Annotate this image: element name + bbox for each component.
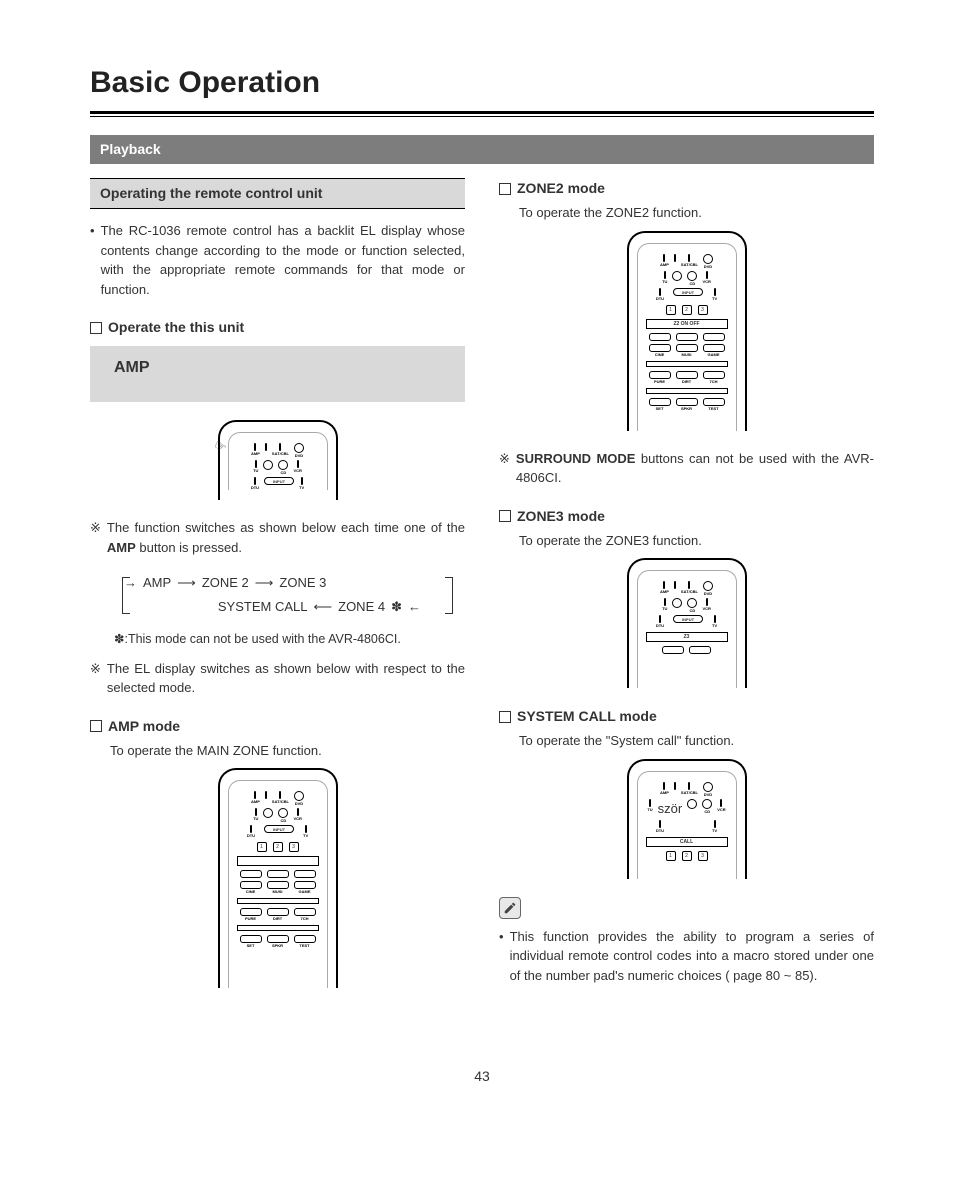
square-bullet-icon xyxy=(90,720,102,732)
btn-satcbl: SAT/CBL xyxy=(272,452,289,456)
tip-text: This function provides the ability to pr… xyxy=(510,927,874,986)
left-column: Operating the remote control unit • The … xyxy=(90,178,465,1006)
square-bullet-icon xyxy=(499,510,511,522)
remote-display xyxy=(237,856,319,866)
arrow-icon: ← xyxy=(408,597,421,617)
square-bullet-icon xyxy=(499,183,511,195)
remote-illustration-zone2: AMP SAT/CBL DVD TU CD VCR DTU INPUT xyxy=(627,231,747,431)
operate-this-unit-label: Operate the this unit xyxy=(108,317,244,338)
remote-syscall-wrap: AMP SAT/CBL DVD TU ször CD VCR DTU xyxy=(499,759,874,879)
remote-zone3-wrap: AMP SAT/CBL DVD TU CD VCR DTU INPUT xyxy=(499,558,874,688)
system-call-desc: To operate the "System call" function. xyxy=(519,731,874,751)
system-call-head: SYSTEM CALL mode xyxy=(499,706,874,727)
note-el-display-text: The EL display switches as shown below w… xyxy=(107,659,465,698)
amp-mode-label: AMP mode xyxy=(108,716,180,737)
mode-cycle-diagram: → AMP ⟶ ZONE 2 ⟶ ZONE 3 SYSTEM CALL ⟵ ZO… xyxy=(114,567,461,624)
remote-illustration-amp: AMP SAT/CBL DVD TU CD VCR DTU INPUT xyxy=(218,768,338,988)
cycle-zone4: ZONE 4 xyxy=(338,597,385,617)
note-asterisk-icon: ※ xyxy=(90,659,101,698)
remote-display-call: CALL xyxy=(646,837,728,847)
btn-cd: CD xyxy=(281,471,287,475)
cycle-zone2: ZONE 2 xyxy=(202,573,249,593)
remote-fragment-top: ☞ AMP SAT/CBL DVD TU CD VCR xyxy=(90,420,465,500)
cycle-zone3: ZONE 3 xyxy=(279,573,326,593)
remote-display-z2: Z2 ON OFF xyxy=(646,319,728,329)
section-bar-playback: Playback xyxy=(90,135,874,164)
btn-tv: TV xyxy=(299,486,304,490)
bullet-dot-icon: • xyxy=(499,927,504,986)
title-rule-thick xyxy=(90,111,874,114)
pencil-icon xyxy=(503,901,517,915)
cycle-left-connector xyxy=(122,577,130,614)
remote-zone2-wrap: AMP SAT/CBL DVD TU CD VCR DTU INPUT xyxy=(499,231,874,431)
pencil-note-icon xyxy=(499,897,521,919)
amp-display-box: AMP xyxy=(90,346,465,402)
zone3-head: ZONE3 mode xyxy=(499,506,874,527)
tip-bullet: • This function provides the ability to … xyxy=(499,927,874,986)
intro-text: The RC-1036 remote control has a backlit… xyxy=(101,221,465,299)
zone3-desc: To operate the ZONE3 function. xyxy=(519,531,874,551)
square-bullet-icon xyxy=(90,322,102,334)
btn-dvd: DVD xyxy=(295,454,303,458)
surround-note: ※ SURROUND MODE buttons can not be used … xyxy=(499,449,874,488)
cycle-star: ✽ xyxy=(391,597,402,617)
intro-bullet: • The RC-1036 remote control has a backl… xyxy=(90,221,465,299)
zone3-label: ZONE3 mode xyxy=(517,506,605,527)
zone2-label: ZONE2 mode xyxy=(517,178,605,199)
two-column-layout: Operating the remote control unit • The … xyxy=(90,178,874,1006)
btn-amp: AMP xyxy=(251,452,260,456)
arrow-icon: ⟶ xyxy=(177,573,196,593)
remote-illustration-zone3: AMP SAT/CBL DVD TU CD VCR DTU INPUT xyxy=(627,558,747,688)
cycle-amp: AMP xyxy=(143,573,171,593)
cycle-system-call: SYSTEM CALL xyxy=(218,597,308,617)
zone2-head: ZONE2 mode xyxy=(499,178,874,199)
arrow-icon: ⟵ xyxy=(313,597,332,617)
remote-illustration-small: ☞ AMP SAT/CBL DVD TU CD VCR xyxy=(218,420,338,500)
surround-note-text: SURROUND MODE buttons can not be used wi… xyxy=(516,449,874,488)
btn-vcr: VCR xyxy=(293,469,301,473)
note-amp-switch: ※ The function switches as shown below e… xyxy=(90,518,465,557)
btn-tu: TU xyxy=(253,469,258,473)
note-asterisk-icon: ※ xyxy=(499,449,510,488)
amp-mode-head: AMP mode xyxy=(90,716,465,737)
note-asterisk-icon: ※ xyxy=(90,518,101,557)
title-rule-thin xyxy=(90,116,874,117)
subheader-operating-remote: Operating the remote control unit xyxy=(90,178,465,209)
remote-display-z3: Z3 xyxy=(646,632,728,642)
zone2-desc: To operate the ZONE2 function. xyxy=(519,203,874,223)
note-amp-switch-text: The function switches as shown below eac… xyxy=(107,518,465,557)
amp-mode-desc: To operate the MAIN ZONE function. xyxy=(110,741,465,761)
note-el-display: ※ The EL display switches as shown below… xyxy=(90,659,465,698)
remote-amp-wrap: AMP SAT/CBL DVD TU CD VCR DTU INPUT xyxy=(90,768,465,988)
operate-this-unit-head: Operate the this unit xyxy=(90,317,465,338)
btn-dtu: DTU xyxy=(251,486,259,490)
system-call-label: SYSTEM CALL mode xyxy=(517,706,657,727)
bullet-dot-icon: • xyxy=(90,221,95,299)
page-number: 43 xyxy=(90,1066,874,1087)
right-column: ZONE2 mode To operate the ZONE2 function… xyxy=(499,178,874,1006)
btn-input: INPUT xyxy=(264,477,294,485)
cycle-right-connector xyxy=(445,577,453,614)
page-title: Basic Operation xyxy=(90,60,874,105)
square-bullet-icon xyxy=(499,711,511,723)
remote-illustration-syscall: AMP SAT/CBL DVD TU ször CD VCR DTU xyxy=(627,759,747,879)
arrow-icon: ⟶ xyxy=(255,573,274,593)
cycle-footnote: ✽:This mode can not be used with the AVR… xyxy=(114,630,465,649)
